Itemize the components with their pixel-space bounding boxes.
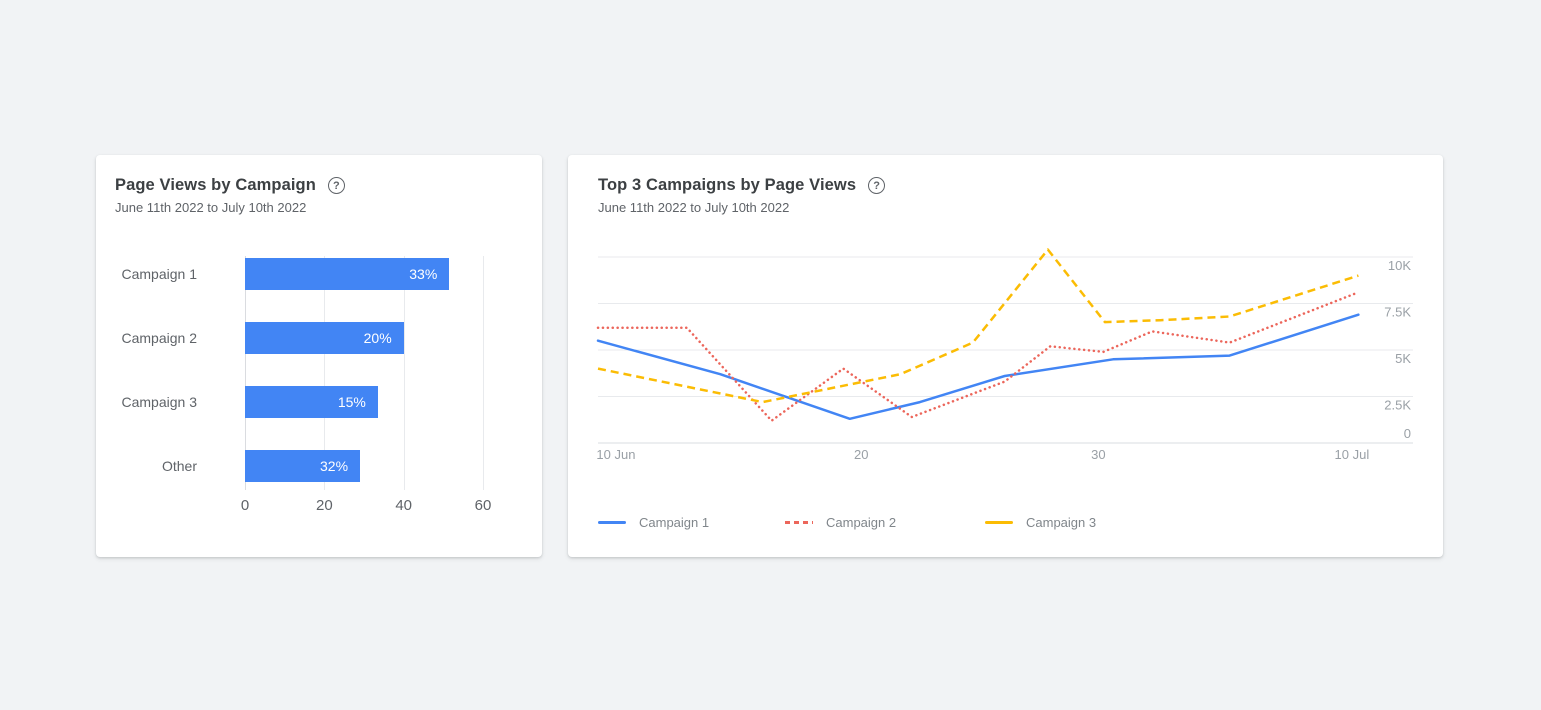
help-icon[interactable]: ? [868, 177, 886, 194]
bar-x-axis-tick: 40 [395, 497, 412, 514]
bar[interactable]: 20% [245, 322, 404, 354]
legend-swatch [985, 520, 1013, 524]
legend-label: Campaign 1 [639, 514, 710, 530]
bar-chart-header: Page Views by Campaign ? June 11th 2022 … [115, 176, 345, 215]
y-axis-tick: 5K [1395, 351, 1411, 366]
series-line-campaign-2[interactable] [596, 291, 1360, 422]
bar-chart-title: Page Views by Campaign [115, 176, 316, 194]
help-icon[interactable]: ? [327, 177, 345, 194]
bar-x-axis-tick: 20 [315, 497, 333, 514]
line-chart: 0 2.5K 5K 7.5K 10K 10 Jun 20 30 10 Jul [596, 248, 1413, 462]
y-axis-tick: 10K [1388, 258, 1411, 273]
bar-category-label: Campaign 1 [121, 266, 198, 282]
bar[interactable]: 33% [245, 258, 450, 290]
line-chart-card: Top 3 Campaigns by Page Views ? June 11t… [568, 155, 1443, 557]
bar[interactable]: 15% [245, 386, 378, 418]
legend-label: Campaign 3 [1026, 514, 1097, 530]
bar-chart-date-range: June 11th 2022 to July 10th 2022 [115, 200, 307, 215]
bar-category-label: Campaign 3 [121, 394, 198, 410]
bar-gridline [324, 256, 326, 490]
bar-gridline [403, 256, 405, 490]
y-axis-tick: 0 [1404, 426, 1411, 441]
y-axis-tick: 7.5K [1384, 305, 1411, 320]
bar-x-axis-tick: 0 [240, 497, 250, 514]
bar-gridline [245, 256, 246, 490]
bar-value-label: 20% [363, 330, 392, 346]
line-chart-legend: Campaign 1 Campaign 2 Campaign 3 [568, 513, 1443, 531]
bar[interactable]: 32% [245, 450, 361, 482]
bar-category-label: Other [161, 458, 197, 474]
legend-label: Campaign 2 [826, 514, 897, 530]
line-chart-date-range: June 11th 2022 to July 10th 2022 [598, 200, 790, 215]
bar-gridline [483, 256, 484, 490]
legend-item-campaign-2[interactable]: Campaign 2 [785, 513, 896, 531]
x-axis-tick: 30 [1091, 447, 1105, 462]
legend-swatch [785, 520, 813, 524]
line-chart-title: Top 3 Campaigns by Page Views [598, 176, 857, 194]
legend-item-campaign-1[interactable]: Campaign 1 [598, 513, 709, 531]
x-axis-tick: 20 [854, 447, 868, 462]
line-chart-header: Top 3 Campaigns by Page Views ? June 11t… [598, 176, 886, 215]
bar-category-label: Campaign 2 [121, 330, 198, 346]
y-axis-tick: 2.5K [1384, 398, 1411, 413]
legend-item-campaign-3[interactable]: Campaign 3 [985, 513, 1096, 531]
series-line-campaign-1[interactable] [596, 313, 1360, 421]
bar-chart-card: Page Views by Campaign ? June 11th 2022 … [96, 155, 542, 557]
series-line-campaign-3[interactable] [597, 248, 1359, 404]
bar-x-axis-tick: 60 [474, 497, 492, 514]
bar-value-label: 32% [320, 458, 349, 474]
legend-swatch [598, 520, 626, 524]
x-axis-tick: 10 Jun [596, 447, 635, 462]
x-axis-tick: 10 Jul [1335, 447, 1370, 462]
bar-chart: 0 20 40 60 Campaign 1 33% Campaign 2 20% Campaig… [96, 250, 542, 525]
bar-value-label: 15% [337, 394, 366, 410]
bar-value-label: 33% [409, 266, 438, 282]
